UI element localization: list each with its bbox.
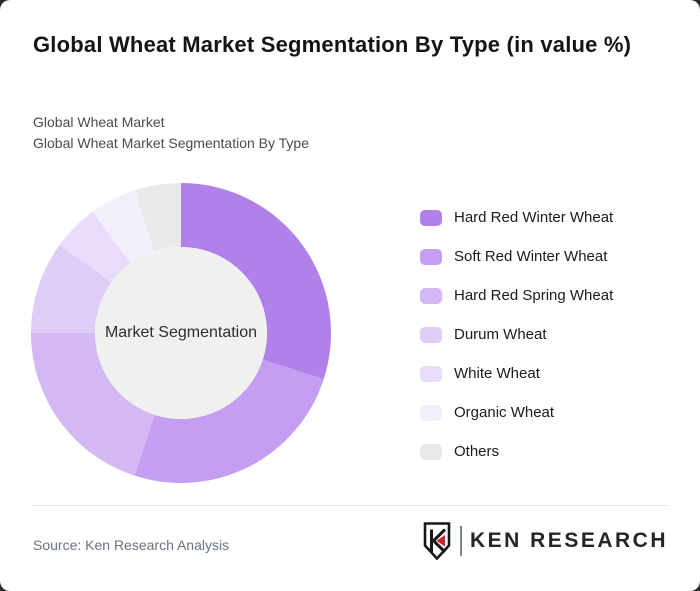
donut-slice-6 bbox=[92, 190, 155, 264]
legend-swatch bbox=[420, 209, 442, 226]
donut-hole bbox=[95, 247, 267, 419]
donut-chart: Market Segmentation bbox=[31, 183, 331, 483]
legend-item-hard-red-spring: Hard Red Spring Wheat bbox=[420, 287, 613, 304]
legend-item-organic: Organic Wheat bbox=[420, 404, 613, 421]
logo-wordmark: KEN RESEARCH bbox=[469, 529, 668, 552]
chart-legend: Hard Red Winter Wheat Soft Red Winter Wh… bbox=[420, 209, 613, 460]
chart-subtitles: Global Wheat Market Global Wheat Market … bbox=[33, 112, 309, 154]
source-text: Source: Ken Research Analysis bbox=[33, 537, 230, 553]
legend-label: Durum Wheat bbox=[454, 326, 547, 343]
donut-svg bbox=[31, 183, 331, 483]
donut-slice-2 bbox=[134, 359, 324, 483]
legend-label: Hard Red Winter Wheat bbox=[454, 209, 614, 226]
legend-item-hard-red-winter: Hard Red Winter Wheat bbox=[420, 209, 613, 226]
legend-swatch bbox=[420, 443, 442, 460]
legend-swatch bbox=[420, 326, 442, 343]
chart-title: Global Wheat Market Segmentation By Type… bbox=[33, 32, 632, 57]
legend-item-white: White Wheat bbox=[420, 365, 613, 382]
ken-research-emblem-icon bbox=[423, 522, 451, 560]
legend-swatch bbox=[420, 287, 442, 304]
legend-item-others: Others bbox=[420, 443, 613, 460]
legend-label: Organic Wheat bbox=[454, 404, 555, 421]
legend-label: Hard Red Spring Wheat bbox=[454, 287, 614, 304]
donut-slice-5 bbox=[59, 211, 131, 283]
legend-label: Others bbox=[454, 443, 500, 460]
footer-divider bbox=[33, 505, 667, 506]
chart-subtitle-market: Global Wheat Market bbox=[33, 114, 165, 130]
legend-swatch bbox=[420, 404, 442, 421]
legend-swatch bbox=[420, 365, 442, 382]
ken-research-logo: KEN RESEARCH bbox=[422, 521, 668, 561]
legend-swatch bbox=[420, 248, 442, 265]
donut-slice-7 bbox=[134, 183, 181, 252]
legend-item-durum: Durum Wheat bbox=[420, 326, 613, 343]
logo-divider bbox=[459, 526, 462, 556]
donut-slice-1 bbox=[181, 183, 331, 380]
legend-item-soft-red-winter: Soft Red Winter Wheat bbox=[420, 248, 613, 265]
chart-subtitle-segmentation: Global Wheat Market Segmentation By Type bbox=[33, 135, 309, 151]
legend-label: Soft Red Winter Wheat bbox=[454, 248, 608, 265]
donut-slice-3 bbox=[31, 333, 155, 476]
donut-slice-4 bbox=[31, 244, 112, 333]
legend-label: White Wheat bbox=[454, 365, 540, 382]
